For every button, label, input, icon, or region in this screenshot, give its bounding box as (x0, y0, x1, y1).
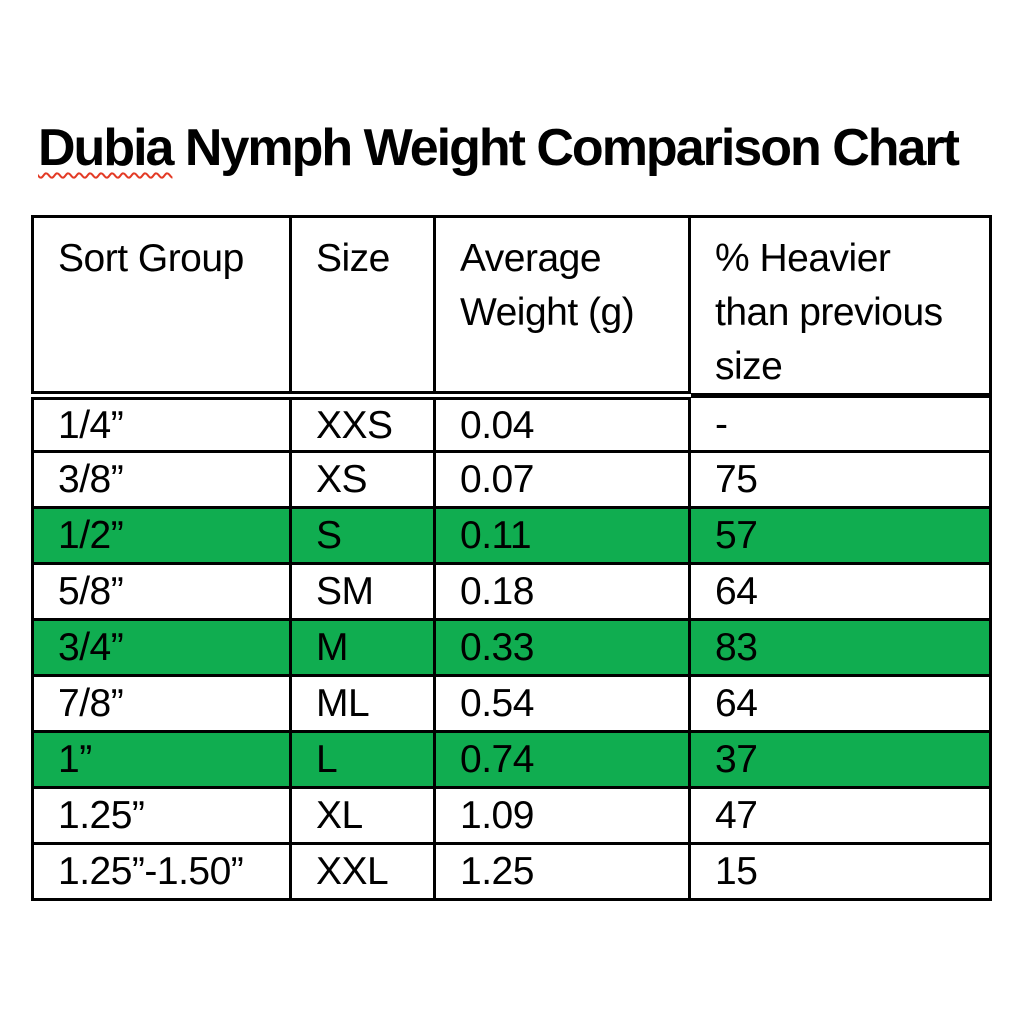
cell-sort-group: 1.25”-1.50” (31, 842, 292, 902)
cell-average-weight: 0.74 (433, 730, 691, 790)
cell-average-weight: 1.09 (433, 786, 691, 846)
cell-sort-group: 1.25” (31, 786, 292, 846)
cell-sort-group: 3/8” (31, 450, 292, 510)
table-row: 5/8” SM 0.18 64 (31, 562, 992, 622)
table-row: 1.25”-1.50” XXL 1.25 15 (31, 842, 992, 902)
cell-average-weight: 0.54 (433, 674, 691, 734)
cell-size: M (289, 618, 436, 678)
cell-average-weight: 0.33 (433, 618, 691, 678)
cell-sort-group: 1/4” (31, 394, 292, 454)
cell-average-weight: 0.04 (433, 394, 691, 454)
cell-size: S (289, 506, 436, 566)
title-word-with-spellcheck-squiggle: Dubia (38, 119, 174, 177)
header-sort-group: Sort Group (31, 214, 292, 401)
cell-percent-heavier: - (688, 394, 992, 454)
cell-size: XXS (289, 394, 436, 454)
cell-sort-group: 7/8” (31, 674, 292, 734)
table-row-highlighted: 1” L 0.74 37 (31, 730, 992, 790)
table-row: 1/4” XXS 0.04 - (31, 394, 992, 454)
cell-size: XXL (289, 842, 436, 902)
cell-average-weight: 0.07 (433, 450, 691, 510)
header-size: Size (289, 214, 436, 401)
cell-sort-group: 1” (31, 730, 292, 790)
title-rest: Nymph Weight Comparison Chart (172, 119, 960, 177)
header-row: Sort Group Size Average Weight (g) % Hea… (31, 214, 992, 401)
header-percent-heavier: % Heavier than previous size (688, 214, 992, 399)
cell-percent-heavier: 57 (688, 506, 992, 566)
cell-size: SM (289, 562, 436, 622)
table-row: 7/8” ML 0.54 64 (31, 674, 992, 734)
table-row: 1.25” XL 1.09 47 (31, 786, 992, 846)
cell-sort-group: 1/2” (31, 506, 292, 566)
cell-size: XS (289, 450, 436, 510)
cell-average-weight: 0.11 (433, 506, 691, 566)
cell-percent-heavier: 37 (688, 730, 992, 790)
cell-average-weight: 1.25 (433, 842, 691, 902)
table-row-highlighted: 1/2” S 0.11 57 (31, 506, 992, 566)
table-body: 1/4” XXS 0.04 - 3/8” XS 0.07 75 1/2” S 0… (31, 394, 992, 902)
cell-size: XL (289, 786, 436, 846)
page-title: Dubia Nymph Weight Comparison Chart (38, 118, 960, 178)
header-average-weight: Average Weight (g) (433, 214, 691, 401)
cell-percent-heavier: 64 (688, 562, 992, 622)
cell-sort-group: 3/4” (31, 618, 292, 678)
weight-comparison-table: Sort Group Size Average Weight (g) % Hea… (31, 214, 992, 902)
table-row: 3/8” XS 0.07 75 (31, 450, 992, 510)
cell-size: L (289, 730, 436, 790)
cell-sort-group: 5/8” (31, 562, 292, 622)
cell-percent-heavier: 15 (688, 842, 992, 902)
cell-percent-heavier: 47 (688, 786, 992, 846)
cell-average-weight: 0.18 (433, 562, 691, 622)
cell-percent-heavier: 64 (688, 674, 992, 734)
table-row-highlighted: 3/4” M 0.33 83 (31, 618, 992, 678)
table-header: Sort Group Size Average Weight (g) % Hea… (31, 214, 992, 401)
cell-size: ML (289, 674, 436, 734)
cell-percent-heavier: 83 (688, 618, 992, 678)
cell-percent-heavier: 75 (688, 450, 992, 510)
